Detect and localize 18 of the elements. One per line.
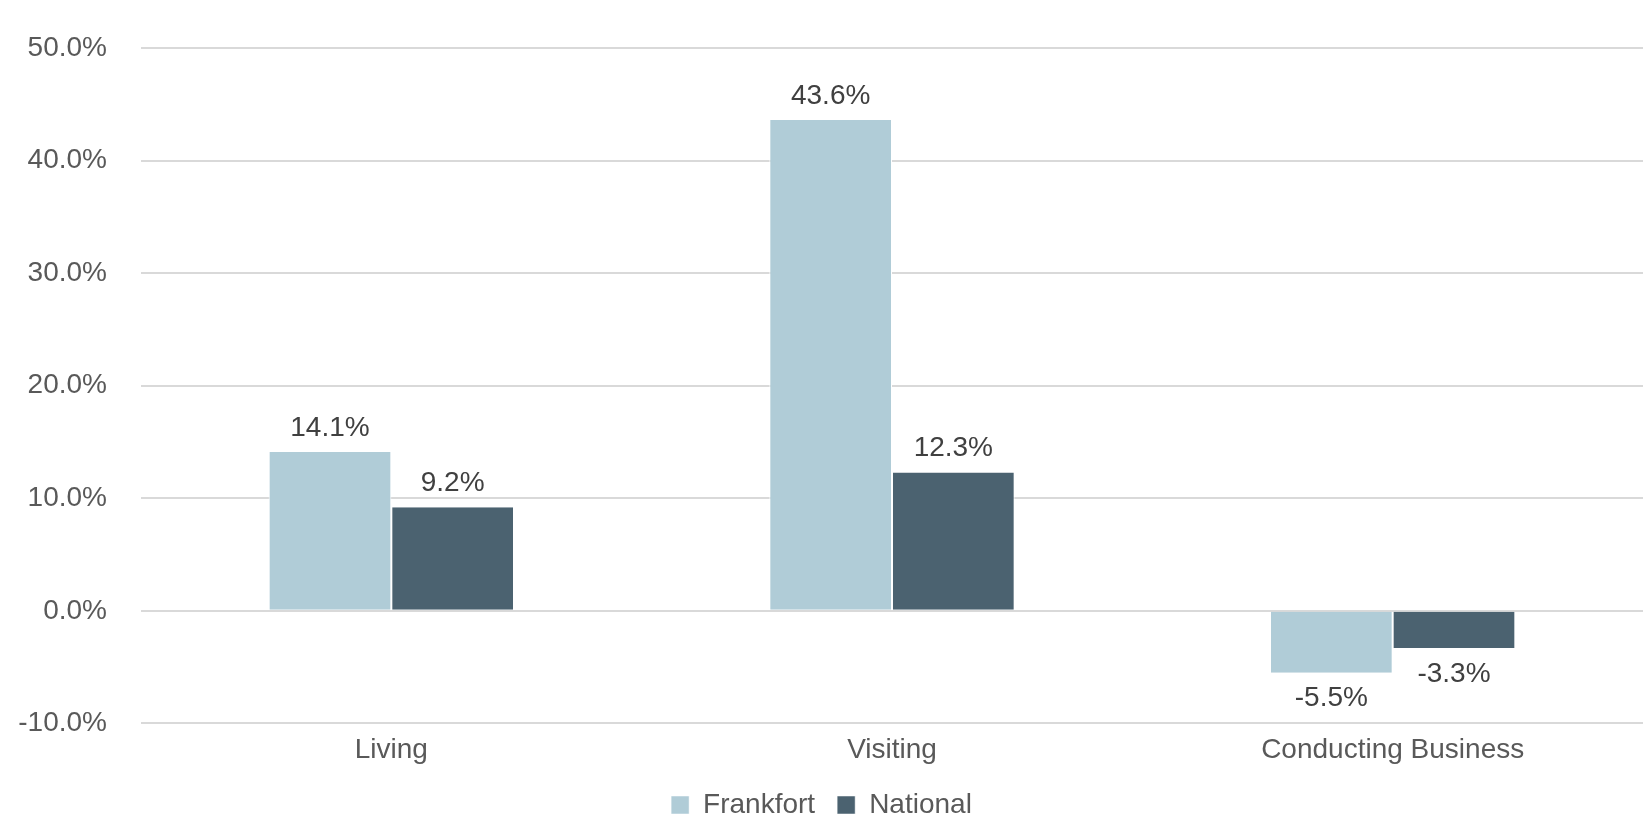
data-label: 14.1% (290, 410, 370, 442)
y-tick-label: 50.0% (27, 30, 107, 62)
data-label: -3.3% (1417, 656, 1491, 688)
y-tick-label: 30.0% (27, 255, 107, 287)
y-tick-label: 20.0% (27, 368, 107, 400)
data-label: 9.2% (420, 465, 485, 497)
x-tick-label: Visiting (847, 732, 937, 764)
x-tick-label: Living (354, 732, 428, 764)
data-label: 12.3% (913, 431, 994, 463)
x-tick-label: Conducting Business (1261, 732, 1525, 764)
data-label: 43.6% (790, 78, 871, 110)
legend-label: Frankfort (703, 787, 816, 819)
y-tick-label: -10.0% (18, 706, 107, 738)
y-tick-label: 0.0% (43, 593, 107, 625)
data-label: -5.5% (1294, 681, 1368, 713)
legend-label: National (869, 787, 972, 819)
y-tick-label: 40.0% (27, 143, 107, 175)
y-tick-label: 10.0% (27, 480, 107, 512)
